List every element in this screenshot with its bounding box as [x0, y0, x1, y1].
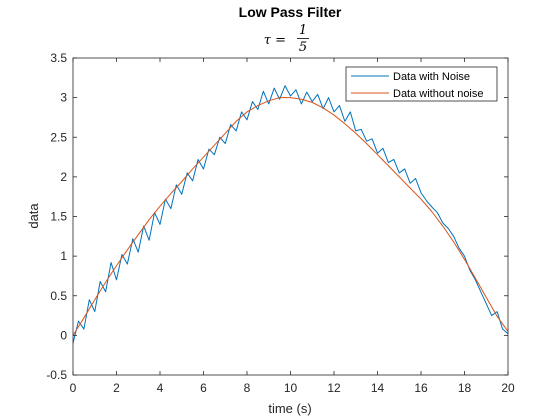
x-tick-label: 18 — [458, 381, 472, 395]
x-tick-label: 2 — [113, 381, 120, 395]
y-tick-label: 0.5 — [50, 289, 67, 303]
y-tick-label: 1 — [60, 249, 67, 263]
y-tick-label: -0.5 — [46, 368, 67, 382]
legend: Data with Noise Data without noise — [345, 66, 498, 102]
series-line-without-noise — [72, 97, 509, 336]
subtitle-lhs: τ = — [264, 33, 286, 48]
series-line-with-noise — [72, 85, 509, 344]
chart-subtitle: τ = 1 5 — [264, 23, 309, 55]
y-tick-label: 1.5 — [50, 210, 67, 224]
x-tick-label: 8 — [244, 381, 251, 395]
x-tick-label: 6 — [200, 381, 207, 395]
subtitle-numerator: 1 — [299, 23, 307, 38]
legend-label-noise: Data with Noise — [393, 71, 470, 83]
y-tick-label: 2 — [60, 170, 67, 184]
y-tick-label: 2.5 — [50, 130, 67, 144]
chart-title: Low Pass Filter — [239, 4, 342, 20]
legend-label-clean: Data without noise — [393, 88, 484, 100]
y-axis-label: data — [26, 203, 41, 229]
y-tick-label: 3 — [60, 91, 67, 105]
x-tick-label: 0 — [70, 381, 77, 395]
x-tick-label: 20 — [501, 381, 515, 395]
y-tick-label: 3.5 — [50, 51, 67, 65]
y-tick-label: 0 — [60, 328, 67, 342]
x-tick-label: 10 — [284, 381, 298, 395]
x-axis-label: time (s) — [268, 401, 311, 416]
series-layer — [72, 85, 509, 344]
x-tick-label: 12 — [327, 381, 341, 395]
axes-layer: 0 2 4 6 8 10 12 14 16 18 20-0.500.511.522.533.5 — [46, 51, 515, 395]
x-tick-label: 4 — [157, 381, 164, 395]
x-tick-label: 14 — [371, 381, 385, 395]
x-tick-label: 16 — [414, 381, 428, 395]
plot-area — [73, 58, 508, 375]
legend-box — [345, 66, 498, 102]
subtitle-denominator: 5 — [299, 40, 307, 55]
